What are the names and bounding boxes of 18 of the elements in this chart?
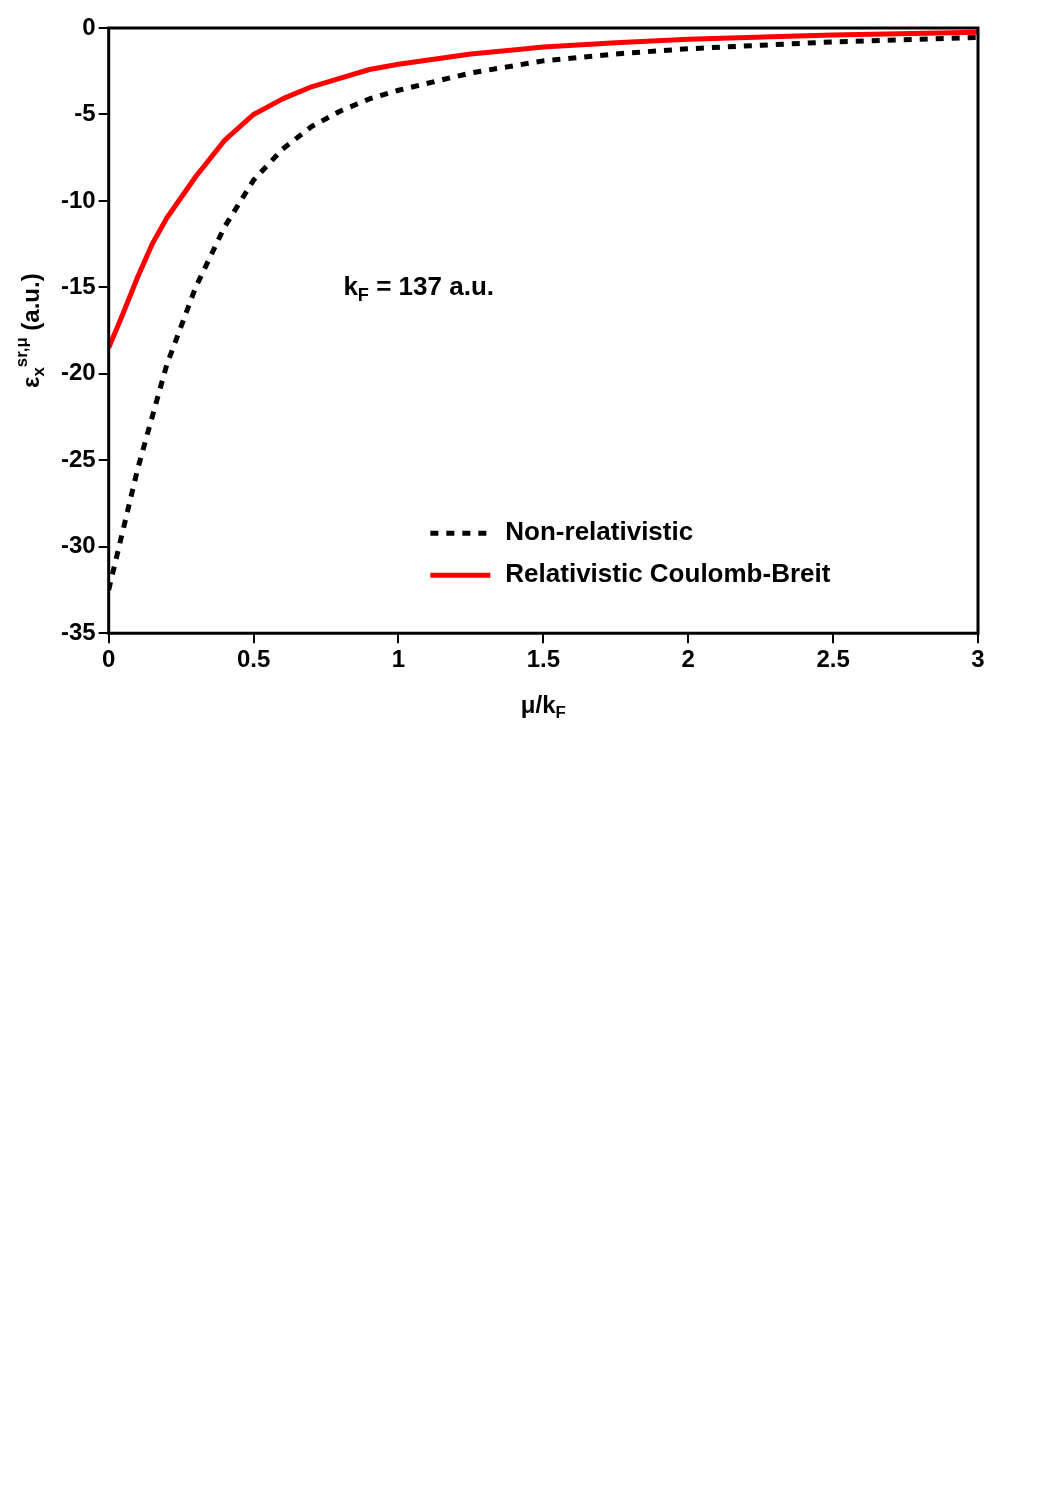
x-tick-label: 3 [971,645,985,673]
x-tick-label: 2.5 [816,645,850,673]
y-tick-label: -30 [61,531,96,559]
legend-label: Non-relativistic [505,516,694,547]
x-tick-label: 1.5 [526,645,561,673]
y-tick-label: -15 [61,272,96,299]
legend-label: Relativistic Coulomb-Breit [505,558,831,589]
x-tick-label: 1 [391,645,406,673]
y-axis-title: εxsr,μ (a.u.) [12,273,48,388]
y-tick-label: -5 [74,99,96,127]
y-tick-label: -20 [61,358,96,386]
x-tick-label: 0 [102,645,116,673]
y-tick-label: -35 [61,617,96,645]
y-tick-label: -10 [61,185,96,213]
y-tick-label: 0 [82,12,96,40]
x-tick-label: 0.5 [236,645,271,673]
x-tick-label: 2 [681,645,695,673]
y-tick-label: -25 [61,444,96,472]
